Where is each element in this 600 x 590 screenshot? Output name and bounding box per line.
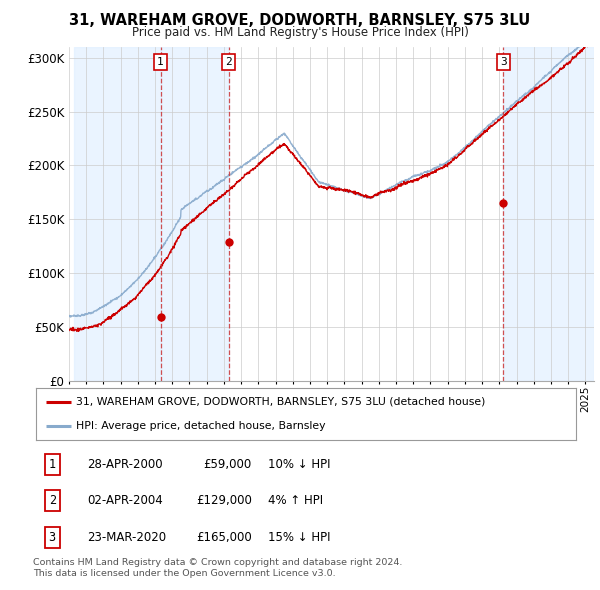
Text: Price paid vs. HM Land Registry's House Price Index (HPI): Price paid vs. HM Land Registry's House … (131, 26, 469, 39)
Text: 28-APR-2000: 28-APR-2000 (88, 458, 163, 471)
Text: 1: 1 (157, 57, 164, 67)
Bar (74, 47, 161, 381)
Bar (503, 47, 594, 381)
Text: 4% ↑ HPI: 4% ↑ HPI (268, 494, 323, 507)
Text: 02-APR-2004: 02-APR-2004 (88, 494, 163, 507)
Text: 15% ↓ HPI: 15% ↓ HPI (268, 531, 331, 544)
Bar (161, 47, 229, 381)
Text: This data is licensed under the Open Government Licence v3.0.: This data is licensed under the Open Gov… (33, 569, 335, 578)
Text: 10% ↓ HPI: 10% ↓ HPI (268, 458, 331, 471)
Text: £129,000: £129,000 (196, 494, 252, 507)
Text: 2: 2 (49, 494, 56, 507)
Text: £165,000: £165,000 (196, 531, 252, 544)
Text: Contains HM Land Registry data © Crown copyright and database right 2024.: Contains HM Land Registry data © Crown c… (33, 558, 403, 566)
Text: 3: 3 (500, 57, 506, 67)
Text: 1: 1 (49, 458, 56, 471)
Text: 3: 3 (49, 531, 56, 544)
Text: 31, WAREHAM GROVE, DODWORTH, BARNSLEY, S75 3LU: 31, WAREHAM GROVE, DODWORTH, BARNSLEY, S… (70, 13, 530, 28)
Text: 23-MAR-2020: 23-MAR-2020 (88, 531, 166, 544)
Text: £59,000: £59,000 (204, 458, 252, 471)
Text: 31, WAREHAM GROVE, DODWORTH, BARNSLEY, S75 3LU (detached house): 31, WAREHAM GROVE, DODWORTH, BARNSLEY, S… (77, 396, 486, 407)
Text: HPI: Average price, detached house, Barnsley: HPI: Average price, detached house, Barn… (77, 421, 326, 431)
Text: 2: 2 (226, 57, 232, 67)
